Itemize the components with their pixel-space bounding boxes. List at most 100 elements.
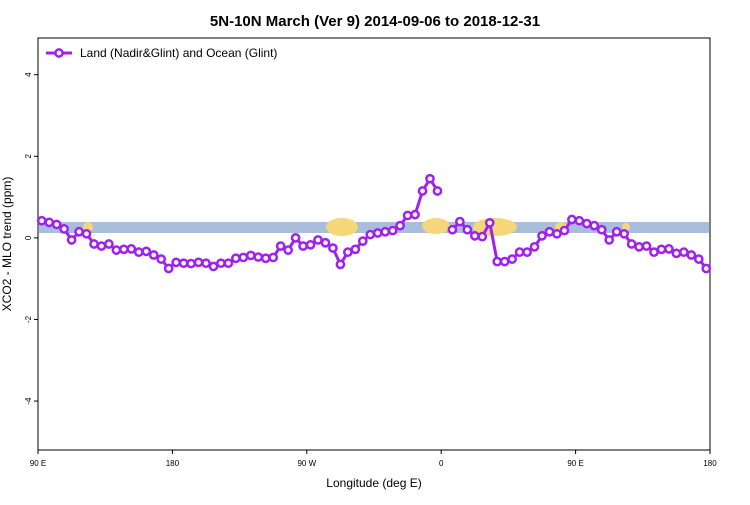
data-point (693, 254, 704, 264)
data-point (701, 263, 712, 274)
data-point (544, 226, 555, 237)
data-point (432, 186, 443, 196)
y-tick-label: 0 (24, 235, 33, 240)
data-point (193, 257, 204, 268)
y-tick-label: -4 (24, 397, 33, 405)
x-tick-label: 90 E (30, 459, 46, 468)
data-point (417, 186, 428, 196)
legend-marker (54, 48, 64, 58)
data-point (66, 235, 77, 245)
data-point (328, 243, 338, 253)
data-point (223, 258, 234, 269)
data-point (462, 224, 473, 235)
data-point (275, 241, 286, 251)
x-tick-label: 0 (439, 459, 444, 468)
data-point (619, 228, 629, 239)
data-point (477, 231, 488, 242)
data-point (679, 247, 689, 258)
data-point (133, 247, 144, 258)
y-tick-label: -2 (24, 315, 33, 323)
data-point (387, 225, 398, 236)
data-point (522, 247, 532, 258)
data-point (447, 224, 458, 235)
data-point (298, 241, 308, 251)
data-point (44, 217, 55, 228)
legend-label: Land (Nadir&Glint) and Ocean (Glint) (80, 46, 277, 60)
data-point (104, 239, 114, 249)
x-tick-label: 180 (703, 459, 717, 468)
x-tick-label: 90 W (297, 459, 316, 468)
data-point (671, 248, 682, 259)
data-point (559, 225, 570, 236)
data-point (81, 228, 92, 239)
data-point (656, 244, 667, 255)
data-point (245, 250, 256, 261)
data-point (649, 247, 659, 258)
data-point (141, 246, 152, 257)
data-point (484, 217, 495, 228)
data-point (514, 247, 525, 258)
y-axis-label: XCO2 - MLO trend (ppm) (0, 177, 14, 312)
data-point (589, 220, 600, 231)
data-point (365, 229, 376, 240)
data-point (395, 220, 405, 231)
chart-title: 5N-10N March (Ver 9) 2014-09-06 to 2018-… (210, 13, 540, 30)
data-point (216, 258, 226, 269)
data-point (163, 263, 174, 274)
data-point (178, 258, 189, 269)
data-point (126, 244, 137, 254)
data-point (402, 210, 413, 221)
data-point (469, 230, 480, 241)
data-point (686, 250, 697, 260)
data-point (186, 258, 196, 269)
data-point (283, 245, 293, 255)
data-point (380, 226, 391, 237)
data-point (537, 230, 547, 241)
data-point (238, 252, 249, 263)
data-point (641, 241, 652, 251)
data-point (253, 252, 264, 262)
data-point (425, 173, 435, 184)
data-point (350, 244, 361, 255)
data-point (357, 236, 368, 246)
data-point (604, 235, 615, 245)
y-tick-label: 2 (24, 154, 33, 159)
data-point (499, 256, 510, 267)
y-tick-label: 4 (24, 72, 33, 77)
land-patch (422, 218, 450, 234)
x-axis-label: Longitude (deg E) (326, 476, 421, 490)
data-point (260, 253, 271, 264)
data-point (171, 257, 181, 268)
data-point (626, 239, 637, 249)
data-point (201, 258, 211, 269)
data-point (156, 254, 167, 264)
data-point (529, 242, 540, 252)
data-point (36, 215, 47, 226)
data-point (507, 254, 517, 264)
data-point (89, 239, 99, 249)
data-point (119, 244, 129, 255)
data-point (305, 239, 316, 250)
data-point (574, 215, 585, 226)
land-patch (326, 218, 358, 236)
data-point (313, 235, 323, 245)
data-point (51, 219, 62, 230)
data-point (581, 218, 592, 229)
data-point (268, 252, 279, 263)
data-point (320, 237, 331, 248)
data-point (492, 256, 503, 267)
data-point (59, 224, 69, 234)
data-point (455, 216, 465, 227)
data-point (111, 245, 122, 255)
x-tick-label: 180 (166, 459, 180, 468)
data-point (552, 228, 562, 239)
data-point (634, 242, 644, 252)
ocean-band (39, 222, 709, 233)
data-point (208, 261, 219, 272)
data-point (96, 241, 107, 251)
data-point (372, 228, 383, 238)
data-point (148, 250, 159, 260)
data-point (664, 244, 674, 254)
